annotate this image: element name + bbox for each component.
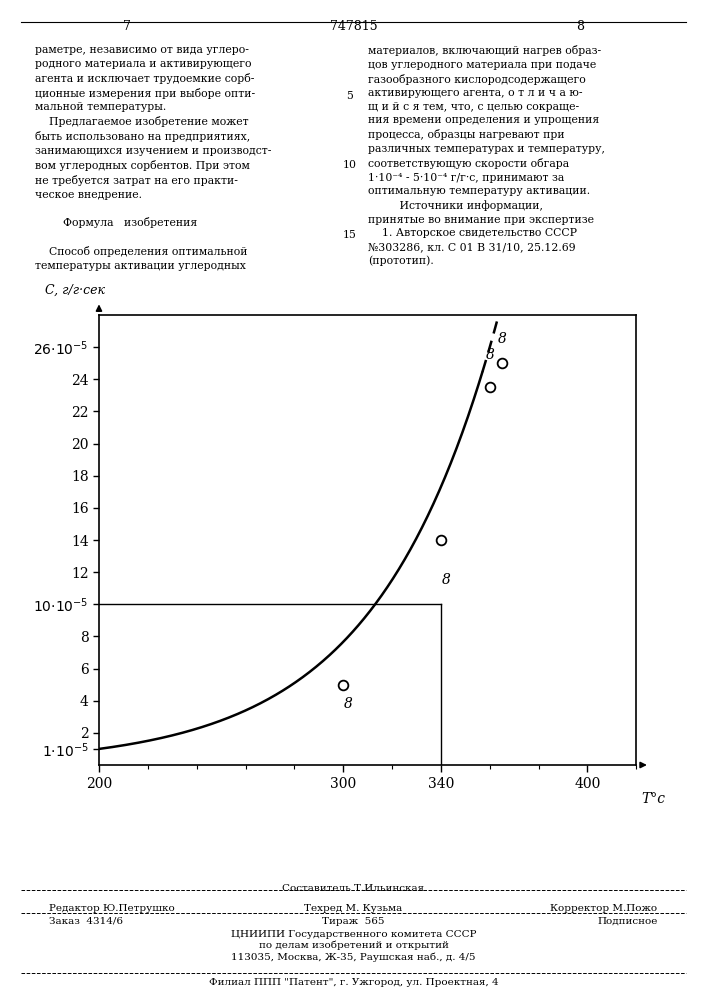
Text: 7: 7 [123, 20, 132, 33]
Text: 8: 8 [344, 697, 353, 711]
Text: 15: 15 [343, 230, 357, 240]
Text: 8: 8 [575, 20, 584, 33]
Text: ЦНИИПИ Государственного комитета СССР: ЦНИИПИ Государственного комитета СССР [230, 930, 477, 939]
Text: 8: 8 [498, 332, 506, 346]
Text: 8: 8 [441, 573, 450, 587]
Text: Подписное: Подписное [597, 917, 658, 926]
Text: 10: 10 [343, 160, 357, 170]
Text: материалов, включающий нагрев образ-
цов углеродного материала при подаче
газооб: материалов, включающий нагрев образ- цов… [368, 45, 604, 266]
Text: Составитель Т.Ильинская: Составитель Т.Ильинская [282, 884, 425, 893]
Text: 5: 5 [346, 91, 354, 101]
Text: Редактор Ю.Петрушко: Редактор Ю.Петрушко [49, 904, 175, 913]
Text: 8: 8 [485, 348, 494, 362]
Text: Корректор М.Пожо: Корректор М.Пожо [550, 904, 658, 913]
Text: по делам изобретений и открытий: по делам изобретений и открытий [259, 941, 448, 950]
Text: T°с: T°с [642, 792, 666, 806]
Text: Техред М. Кузьма: Техред М. Кузьма [305, 904, 402, 913]
Text: C, г/г·сек: C, г/г·сек [45, 284, 105, 297]
Text: Тираж  565: Тираж 565 [322, 917, 385, 926]
Text: Заказ  4314/6: Заказ 4314/6 [49, 917, 124, 926]
Text: 747815: 747815 [329, 20, 378, 33]
Text: Филиал ППП "Патент", г. Ужгород, ул. Проектная, 4: Филиал ППП "Патент", г. Ужгород, ул. Про… [209, 978, 498, 987]
Text: раметре, независимо от вида углеро-
родного материала и активирующего
агента и и: раметре, независимо от вида углеро- родн… [35, 45, 271, 271]
Text: 113035, Москва, Ж-35, Раушская наб., д. 4/5: 113035, Москва, Ж-35, Раушская наб., д. … [231, 952, 476, 962]
